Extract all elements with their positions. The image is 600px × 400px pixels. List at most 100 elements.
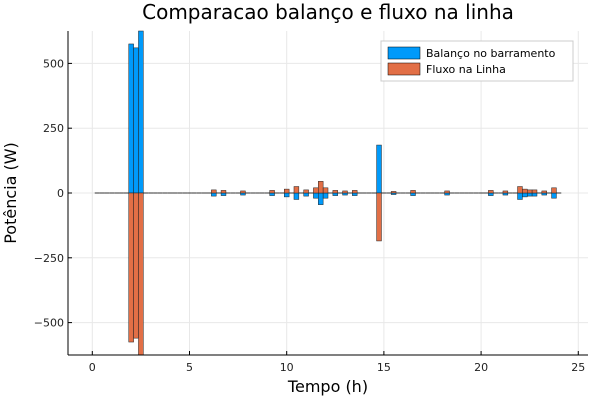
- x-tick-label: 15: [377, 361, 391, 374]
- bar-balanco: [410, 192, 416, 196]
- baseline-bar: [454, 192, 460, 194]
- bar-fluxo: [527, 189, 533, 194]
- baseline-bar: [191, 192, 197, 194]
- baseline-bar: [245, 192, 251, 194]
- bar-fluxo: [211, 189, 217, 194]
- baseline-bar: [439, 192, 445, 194]
- bar-fluxo: [541, 190, 547, 194]
- baseline-bar: [556, 192, 562, 194]
- bar-fluxo: [502, 190, 509, 194]
- baseline-bar: [289, 192, 294, 194]
- baseline-bar: [362, 192, 367, 194]
- baseline-bar: [381, 192, 387, 194]
- bar-fluxo: [531, 189, 538, 194]
- baseline-bar: [386, 192, 392, 194]
- y-tick-label: 250: [43, 122, 64, 135]
- baseline-bar: [468, 192, 474, 194]
- baseline-bar: [119, 192, 124, 194]
- bar-balanco: [133, 47, 139, 194]
- baseline-bar: [546, 192, 552, 194]
- bar-balanco: [502, 192, 509, 196]
- bar-fluxo: [322, 187, 329, 194]
- bars-layer: [94, 30, 562, 356]
- bar-fluxo: [318, 181, 324, 194]
- y-tick-label: 0: [57, 187, 64, 200]
- bar-balanco: [444, 192, 450, 196]
- bar-balanco: [240, 192, 246, 196]
- legend-swatch-balanco: [387, 46, 421, 60]
- baseline-bar: [143, 192, 149, 194]
- y-tick-label: −250: [34, 252, 64, 265]
- bar-balanco: [220, 192, 227, 196]
- baseline-bar: [94, 192, 100, 194]
- baseline-bar: [459, 192, 465, 194]
- baseline-bar: [507, 192, 513, 194]
- baseline-bar: [328, 192, 333, 194]
- baseline-bar: [347, 192, 353, 194]
- bar-balanco: [269, 192, 275, 196]
- bar-balanco: [138, 30, 144, 194]
- bar-fluxo: [133, 192, 139, 339]
- bar-fluxo: [517, 186, 523, 194]
- bar-fluxo: [342, 190, 348, 194]
- bar-balanco: [541, 192, 547, 196]
- baseline-bar: [337, 192, 343, 194]
- baseline-bar: [187, 192, 192, 194]
- bar-balanco: [376, 144, 382, 194]
- x-tick-label: 10: [280, 361, 294, 374]
- bar-fluxo: [138, 192, 144, 356]
- baseline-bar: [512, 192, 518, 194]
- baseline-bar: [148, 192, 154, 194]
- baseline-bar: [415, 192, 421, 194]
- baseline-bar: [400, 192, 406, 194]
- baseline-bar: [216, 192, 222, 194]
- bar-fluxo: [240, 190, 246, 194]
- axes-layer: 0 5 10 15 20 25 −500 −250 0 250 500: [34, 31, 588, 374]
- baseline-bar: [162, 192, 168, 194]
- baseline-bar: [259, 192, 265, 194]
- chart-title: Comparacao balanço e fluxo na linha: [142, 0, 514, 24]
- baseline-bar: [430, 192, 435, 194]
- baseline-bar: [279, 192, 285, 194]
- baseline-bar: [308, 192, 314, 194]
- baseline-bar: [167, 192, 173, 194]
- bar-balanco: [211, 192, 217, 197]
- baseline-bar: [473, 192, 479, 194]
- baseline-bar: [177, 192, 183, 194]
- x-tick-label: 20: [474, 361, 488, 374]
- baseline-bar: [230, 192, 236, 194]
- baseline-bar: [420, 192, 426, 194]
- bar-fluxo: [352, 190, 358, 194]
- bar-fluxo: [293, 186, 300, 194]
- baseline-bar: [425, 192, 431, 194]
- bar-fluxo: [220, 190, 227, 194]
- baseline-bar: [493, 192, 499, 194]
- baseline-bar: [250, 192, 256, 194]
- bar-fluxo: [128, 192, 134, 343]
- baseline-bar: [434, 192, 440, 194]
- baseline-bar: [255, 192, 260, 194]
- bar-fluxo: [390, 191, 397, 194]
- baseline-bar: [109, 192, 115, 194]
- baseline-bar: [182, 192, 188, 194]
- baseline-bar: [157, 192, 163, 194]
- baseline-bar: [172, 192, 178, 194]
- bar-fluxo: [332, 190, 338, 194]
- baseline-bar: [396, 192, 401, 194]
- y-axis-label: Potência (W): [1, 142, 20, 244]
- baseline-bar: [206, 192, 212, 194]
- y-tick-label: −500: [34, 317, 64, 330]
- bar-balanco: [352, 192, 358, 196]
- bar-balanco: [284, 192, 290, 198]
- baseline-bar: [498, 192, 503, 194]
- bar-fluxo: [410, 190, 416, 194]
- baseline-bar: [196, 192, 202, 194]
- x-tick-label: 0: [89, 361, 96, 374]
- bar-balanco: [522, 192, 528, 198]
- baseline-bar: [371, 192, 377, 194]
- x-axis-label: Tempo (h): [287, 377, 368, 396]
- baseline-bar: [366, 192, 372, 194]
- bar-balanco: [527, 192, 533, 197]
- baseline-bar: [104, 192, 110, 194]
- baseline-bar: [483, 192, 489, 194]
